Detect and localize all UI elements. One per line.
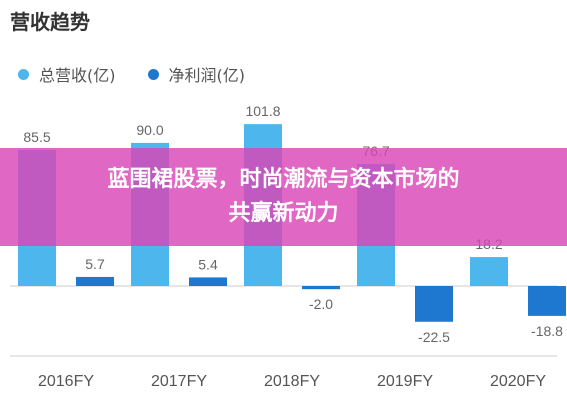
banner-line-1: 蓝围裙股票，时尚潮流与资本市场的 — [107, 167, 460, 192]
legend-swatch-net-profit — [147, 68, 159, 80]
bar-net-profit-2018FY[interactable] — [302, 286, 340, 290]
x-tick-label-2017FY: 2017FY — [151, 373, 207, 390]
chart-legend: 总营收(亿) 净利润(亿) — [18, 62, 277, 86]
data-label-net-profit-2019FY: -22.5 — [418, 329, 450, 345]
x-tick-label-2019FY: 2019FY — [377, 373, 433, 390]
bar-net-profit-2020FY[interactable] — [528, 286, 566, 316]
legend-item-net-profit[interactable]: 净利润(亿) — [147, 62, 246, 86]
data-label-revenue-2018FY: 101.8 — [245, 103, 280, 119]
legend-label-revenue: 总营收(亿) — [39, 66, 116, 85]
chart-title: 营收趋势 — [10, 10, 90, 34]
bar-revenue-2020FY[interactable] — [470, 257, 508, 286]
banner-line-2: 共赢新动力 — [228, 201, 339, 226]
bar-net-profit-2016FY[interactable] — [76, 276, 114, 286]
data-label-net-profit-2017FY: 5.4 — [198, 256, 218, 272]
x-tick-label-2016FY: 2016FY — [38, 373, 94, 390]
bar-net-profit-2019FY[interactable] — [415, 286, 453, 322]
data-label-revenue-2016FY: 85.5 — [23, 129, 50, 145]
legend-label-net-profit: 净利润(亿) — [168, 66, 246, 85]
data-label-net-profit-2016FY: 5.7 — [85, 256, 105, 272]
bar-net-profit-2017FY[interactable] — [189, 277, 227, 286]
x-tick-label-2020FY: 2020FY — [490, 373, 546, 390]
data-label-net-profit-2018FY: -2.0 — [309, 296, 333, 312]
legend-item-revenue[interactable]: 总营收(亿) — [18, 62, 116, 86]
legend-swatch-revenue — [18, 68, 29, 80]
x-tick-label-2018FY: 2018FY — [264, 373, 320, 390]
overlay-banner: 蓝围裙股票，时尚潮流与资本市场的 共赢新动力 — [0, 148, 567, 246]
data-label-net-profit-2020FY: -18.8 — [531, 323, 563, 339]
data-label-revenue-2017FY: 90.0 — [136, 122, 163, 138]
